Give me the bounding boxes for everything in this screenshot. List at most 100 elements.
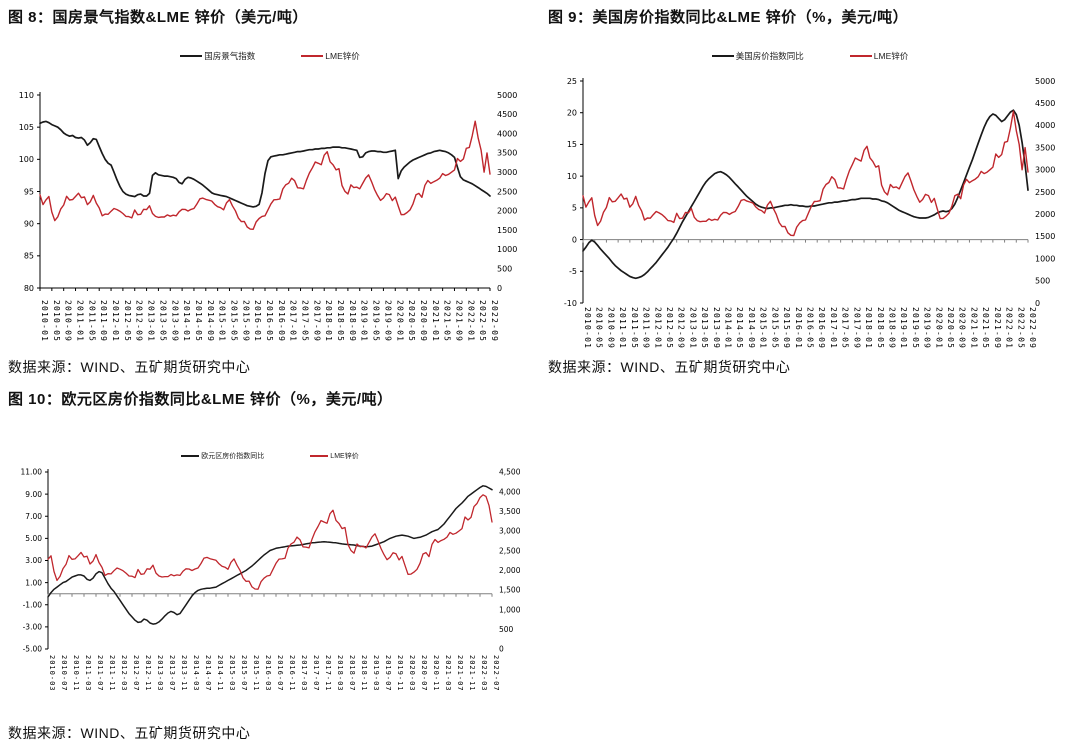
x-axis-label: 2021-07: [456, 655, 464, 692]
x-axis-label: 2014-05: [194, 300, 203, 342]
x-axis-label: 2013-01: [688, 307, 697, 349]
x-axis-label: 2012-11: [144, 655, 152, 692]
x-axis-label: 2018-09: [348, 300, 357, 342]
x-axis-label: 2015-01: [218, 300, 227, 342]
legend-line-swatch: [711, 55, 734, 57]
x-axis-label: 2017-05: [301, 300, 310, 342]
right-axis-label: 1000: [497, 245, 517, 254]
x-axis-label: 2021-01: [969, 307, 978, 349]
x-axis-label: 2015-05: [770, 307, 779, 349]
x-axis-label: 2020-09: [419, 300, 428, 342]
x-axis-label: 2021-03: [444, 655, 452, 692]
x-axis-label: 2022-09: [1028, 307, 1037, 349]
left-axis-label: 90: [24, 219, 34, 228]
x-axis-label: 2019-11: [396, 655, 404, 692]
x-axis-label: 2020-07: [420, 655, 428, 692]
x-axis-label: 2017-07: [312, 655, 320, 692]
left-axis-label: 110: [19, 91, 34, 100]
x-axis-label: 2017-09: [852, 307, 861, 349]
x-axis-label: 2013-09: [712, 307, 721, 349]
x-axis-label: 2011-01: [76, 300, 85, 342]
x-axis-label: 2017-01: [289, 300, 298, 342]
legend-line-swatch: [181, 455, 200, 457]
x-axis-label: 2014-05: [735, 307, 744, 349]
x-axis-label: 2021-05: [981, 307, 990, 349]
x-axis-label: 2020-01: [934, 307, 943, 349]
x-axis-label: 2017-05: [841, 307, 850, 349]
x-axis-label: 2014-01: [182, 300, 191, 342]
left-axis-label: 20: [567, 109, 577, 118]
figure-9-title: 图 9：美国房价指数同比&LME 锌价（%，美元/吨）: [548, 9, 909, 26]
right-axis-label: 3500: [1035, 143, 1055, 152]
left-axis-label: 1.00: [25, 578, 42, 587]
figure-8-legend: 国房景气指数 LME锌价: [0, 50, 540, 62]
x-axis-label: 2015-03: [228, 655, 236, 692]
x-axis-label: 2019-03: [372, 655, 380, 692]
x-axis-label: 2011-09: [642, 307, 651, 349]
x-axis-label: 2012-07: [132, 655, 140, 692]
right-axis-label: 4000: [497, 129, 517, 138]
x-axis-label: 2016-07: [276, 655, 284, 692]
right-axis-label: 2500: [497, 187, 517, 196]
x-axis-label: 2014-09: [206, 300, 215, 342]
x-axis-label: 2010-03: [48, 655, 56, 692]
series-line-index: [47, 485, 493, 625]
x-axis-label: 2015-07: [240, 655, 248, 692]
x-axis-label: 2015-09: [782, 307, 791, 349]
left-axis-label: 95: [24, 187, 34, 196]
left-axis-label: -5: [569, 267, 577, 276]
series-line-zinc: [582, 110, 1029, 237]
x-axis-label: 2013-05: [158, 300, 167, 342]
x-axis-label: 2013-05: [700, 307, 709, 349]
x-axis-label: 2010-01: [583, 307, 592, 349]
x-axis-label: 2020-05: [407, 300, 416, 342]
x-axis-label: 2019-05: [911, 307, 920, 349]
right-axis-label: 4,000: [499, 487, 521, 496]
figure-9: 图 9：美国房价指数同比&LME 锌价（%，美元/吨） 美国房价指数同比 LME锌…: [540, 0, 1080, 385]
legend-label: 欧元区房价指数同比: [201, 453, 265, 460]
figure-10-chart-canvas: 11.00 9.00 7.00 5.00 3.00 1.00 -1.00 -3.00 -5.00…: [21, 468, 521, 692]
x-axis-label: 2015-01: [759, 307, 768, 349]
x-axis-label: 2012-05: [123, 300, 132, 342]
x-axis-label: 2022-01: [466, 300, 475, 342]
x-axis-label: 2022-05: [1016, 307, 1025, 349]
figure-8-chart-canvas: 1101051009590858050004500400035003000250…: [19, 91, 518, 342]
x-axis-label: 2013-11: [180, 655, 188, 692]
right-axis-label: 500: [499, 625, 514, 634]
right-axis-label: 1,000: [499, 605, 521, 614]
x-axis-label: 2018-11: [360, 655, 368, 692]
right-axis-label: 3000: [497, 168, 517, 177]
x-axis-label: 2016-09: [277, 300, 286, 342]
legend-item: 美国房价指数同比: [711, 50, 804, 62]
x-axis-label: 2012-03: [120, 655, 128, 692]
x-axis-label: 2022-05: [478, 300, 487, 342]
x-axis-label: 2021-09: [454, 300, 463, 342]
left-axis-label: 85: [24, 252, 34, 261]
x-axis-label: 2016-05: [806, 307, 815, 349]
left-axis-label: -10: [564, 299, 577, 308]
x-axis-label: 2011-07: [96, 655, 104, 692]
right-axis-label: 2,500: [499, 546, 521, 555]
left-axis-label: 100: [19, 155, 34, 164]
x-axis-label: 2018-09: [887, 307, 896, 349]
x-axis-label: 2010-07: [60, 655, 68, 692]
series-line-index: [582, 109, 1029, 280]
x-axis-label: 2018-01: [864, 307, 873, 349]
figure-8: 图 8：国房景气指数&LME 锌价（美元/吨） 国房景气指数 LME锌价 110 1…: [0, 0, 540, 385]
right-axis-label: 4000: [1035, 121, 1055, 130]
x-axis-label: 2013-01: [147, 300, 156, 342]
x-axis-label: 2014-11: [216, 655, 224, 692]
right-axis-label: 3,000: [499, 527, 521, 536]
x-axis-label: 2022-09: [490, 300, 499, 342]
left-axis-label: 9.00: [25, 490, 42, 499]
x-axis-label: 2020-03: [408, 655, 416, 692]
x-axis-label: 2010-09: [606, 307, 615, 349]
right-axis-label: 0: [497, 284, 502, 293]
left-axis-label: 5.00: [25, 534, 42, 543]
right-axis-label: 1500: [497, 226, 517, 235]
figure-10: 图 10：欧元区房价指数同比&LME 锌价（%，美元/吨） 欧元区房价指数同比 L…: [0, 385, 540, 751]
x-axis-label: 2013-09: [170, 300, 179, 342]
figure-10-title: 图 10：欧元区房价指数同比&LME 锌价（%，美元/吨）: [8, 391, 393, 408]
x-axis-label: 2012-09: [135, 300, 144, 342]
figure-8-title: 图 8：国房景气指数&LME 锌价（美元/吨）: [8, 9, 308, 26]
